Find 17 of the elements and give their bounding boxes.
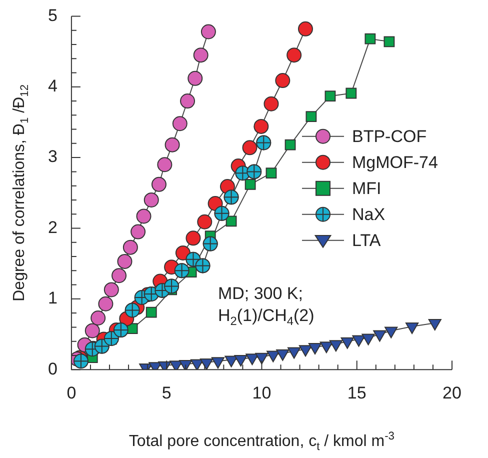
legend-label: LTA [352,231,382,250]
y-axis-title: Degree of correlations, Đ1 /Đ12 [11,84,31,302]
x-tick-label: 15 [347,383,366,402]
y-tick-label: 1 [48,288,58,308]
y-tick-label: 4 [48,76,58,96]
x-tick-label: 20 [442,383,462,402]
x-tick-label: 5 [162,383,172,402]
y-tick-label: 0 [48,359,58,378]
legend-label: NaX [352,205,386,224]
y-tick-label: 3 [48,147,58,166]
y-tick-label: 5 [48,6,58,25]
x-tick-label: 10 [252,383,272,402]
x-tick-label: 0 [66,383,76,402]
legend-label: MgMOF-74 [352,153,438,172]
y-tick-label: 2 [48,218,58,237]
legend-label: MFI [352,179,382,198]
legend-label: BTP-COF [352,127,427,146]
